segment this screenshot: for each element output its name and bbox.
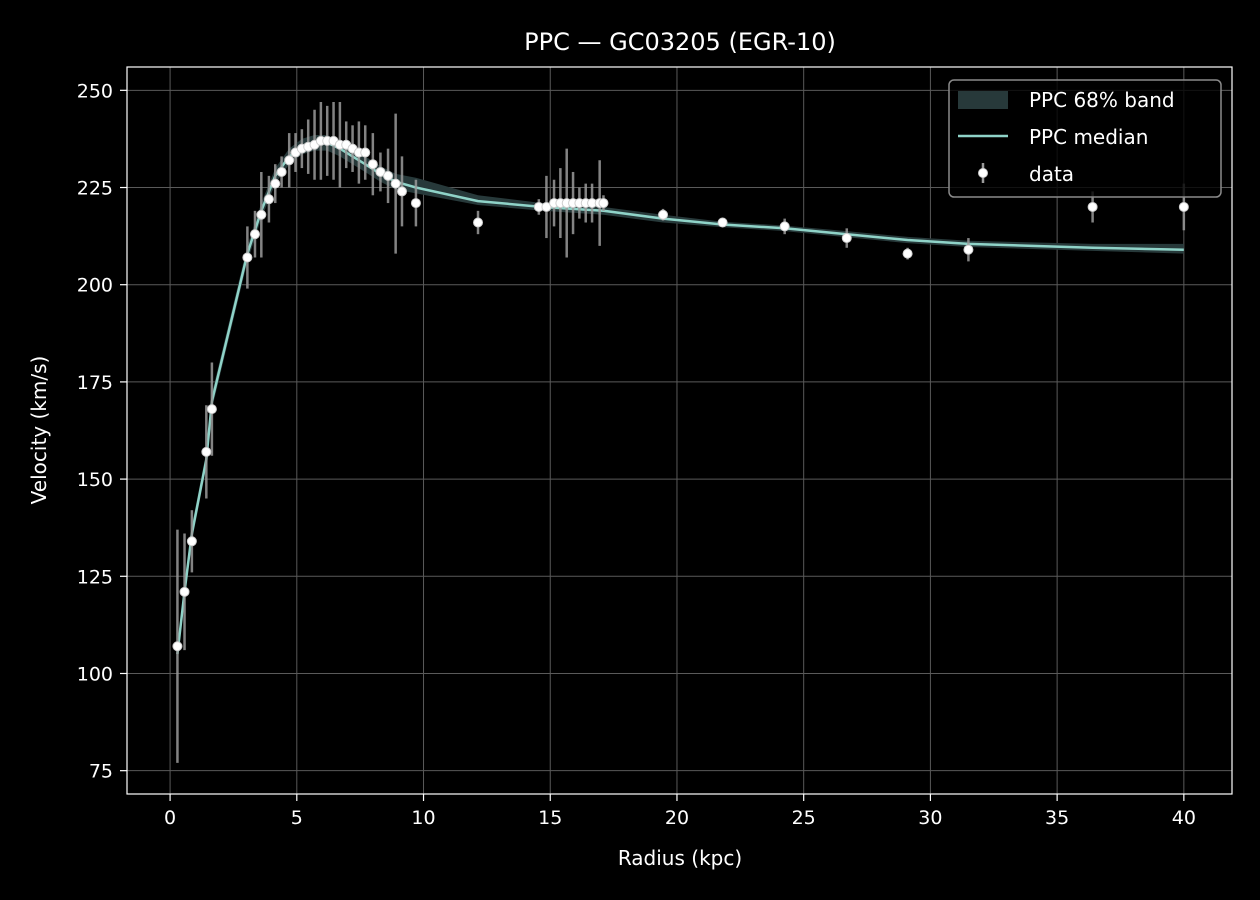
data-point [390,178,401,189]
y-tick-label: 150 [77,469,113,491]
data-point [249,229,260,240]
x-tick-label: 30 [918,807,942,829]
data-point [179,586,190,597]
x-tick-label: 40 [1172,807,1196,829]
data-point [263,194,274,205]
x-tick-label: 35 [1045,807,1069,829]
data-point [186,536,197,547]
data-point [410,198,421,209]
data-point [841,233,852,244]
data-point [367,159,378,170]
x-tick-label: 25 [792,807,816,829]
y-tick-label: 175 [77,372,113,394]
legend-data-label: data [1029,162,1074,186]
legend-median-label: PPC median [1029,125,1148,149]
data-point [242,252,253,263]
data-point [201,446,212,457]
data-point [172,641,183,652]
legend-data-marker [978,168,988,178]
x-tick-label: 0 [164,807,176,829]
data-point [598,198,609,209]
legend-band-swatch [958,91,1008,109]
y-axis-label: Velocity (km/s) [27,356,51,505]
data-point [256,209,267,220]
legend-band-label: PPC 68% band [1029,88,1175,112]
x-tick-label: 10 [411,807,435,829]
data-point [383,170,394,181]
data-point [902,248,913,259]
data-point [396,186,407,197]
data-point [270,178,281,189]
y-tick-label: 200 [77,275,113,297]
data-point [658,209,669,220]
plot-frame [126,66,1233,795]
data-point [360,147,371,158]
chart-title: PPC — GC03205 (EGR-10) [524,28,836,56]
data-point [963,244,974,255]
x-tick-label: 5 [291,807,303,829]
y-tick-label: 100 [77,663,113,685]
y-tick-label: 75 [89,761,113,783]
data-point [473,217,484,228]
data-point [1087,201,1098,212]
data-point [717,217,728,228]
data-point [276,166,287,177]
legend: PPC 68% band PPC median data [948,79,1222,198]
legend-box [948,79,1222,198]
x-axis-label: Radius (kpc) [618,846,742,870]
data-point [1178,201,1189,212]
x-tick-label: 15 [538,807,562,829]
data-point [779,221,790,232]
data-point [206,404,217,415]
x-tick-label: 20 [665,807,689,829]
data-point [284,155,295,166]
data-layer [172,101,1189,763]
y-tick-label: 250 [77,80,113,102]
y-tick-label: 225 [77,178,113,200]
ticks: 0 5 10 15 20 25 30 35 40 75 100 125 150 175 200 225 250 [77,80,1196,829]
y-tick-label: 125 [77,566,113,588]
